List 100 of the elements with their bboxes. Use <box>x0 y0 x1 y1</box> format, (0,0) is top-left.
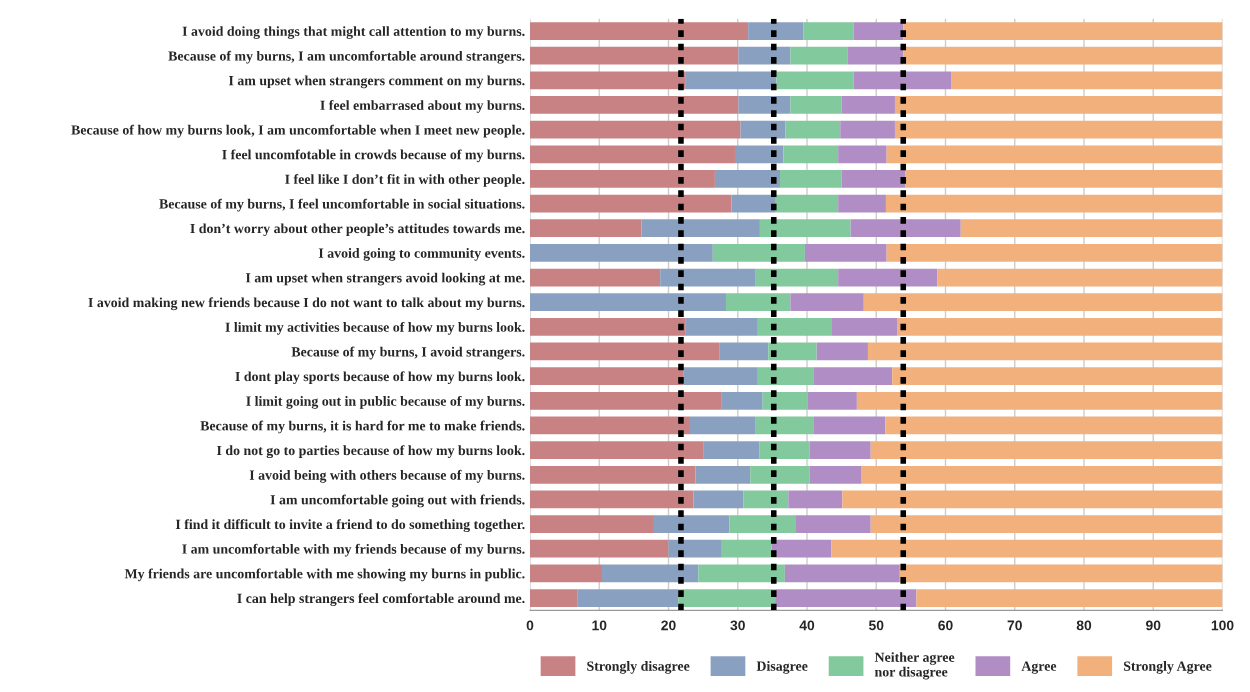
bar <box>899 564 1223 583</box>
bar <box>804 244 887 262</box>
bar <box>750 465 810 484</box>
bar <box>530 244 713 262</box>
bar <box>698 564 785 583</box>
x-tick-label: 70 <box>1007 620 1022 631</box>
bar <box>856 391 1223 410</box>
bar <box>838 145 887 164</box>
bar <box>886 244 1223 262</box>
bar <box>683 367 758 386</box>
y-tick-label: I avoid going to community events. <box>318 248 525 261</box>
bar <box>530 391 722 410</box>
bar <box>685 317 758 336</box>
bar <box>530 71 686 90</box>
bar <box>903 22 1223 40</box>
bar <box>951 71 1223 90</box>
bar <box>853 22 904 40</box>
y-tick-label: I avoid doing things that might call attention to my burns. <box>182 26 525 39</box>
bar <box>816 342 868 361</box>
bar <box>809 441 871 459</box>
bar <box>668 539 722 558</box>
bar <box>838 268 938 287</box>
legend-label: Agree <box>1021 661 1057 674</box>
y-tick-label: I feel embarrased about my burns. <box>320 100 525 113</box>
bar <box>743 490 789 509</box>
x-tick-label: 10 <box>592 620 607 631</box>
bar <box>762 391 808 410</box>
bar <box>602 564 699 583</box>
bar <box>530 465 696 484</box>
y-tick-label: I feel like I don’t fit in with other people. <box>285 174 525 187</box>
bar <box>530 22 749 40</box>
bar <box>530 342 720 361</box>
bar <box>653 515 730 533</box>
bar <box>779 170 842 188</box>
bar <box>840 120 895 139</box>
y-tick-label: I do not go to parties because of how my burns look. <box>216 445 525 459</box>
x-tick-label: 40 <box>799 620 815 631</box>
y-tick-label: I limit my activities because of how my burns look. <box>225 321 525 335</box>
bar <box>784 564 900 583</box>
bar <box>892 367 1223 386</box>
bar <box>530 194 732 213</box>
bar <box>530 96 739 114</box>
bar <box>725 293 791 312</box>
bar <box>886 145 1223 164</box>
y-tick-label: Because of my burns, it is hard for me to make friends. <box>200 420 525 434</box>
bar <box>738 96 791 114</box>
y-tick-label: Because of how my burns look, I am uncomfortable when I meet new people. <box>71 124 525 138</box>
bar <box>714 170 780 188</box>
bar <box>771 539 832 558</box>
bar <box>685 71 777 90</box>
bar <box>790 293 864 312</box>
bar <box>863 293 1223 312</box>
bar <box>530 145 735 164</box>
bar <box>738 46 791 65</box>
bar <box>530 515 654 533</box>
bar <box>729 515 796 533</box>
y-tick-label: I am upset when strangers avoid looking at me. <box>245 272 525 286</box>
bar <box>530 293 726 312</box>
bar <box>530 46 739 65</box>
bar <box>660 268 756 287</box>
bar <box>803 22 854 40</box>
bar <box>790 96 842 114</box>
bar <box>776 71 854 90</box>
bar <box>759 441 810 459</box>
bar <box>841 170 906 188</box>
y-tick-label: I don’t worry about other people’s attitudes towards me. <box>190 223 525 237</box>
bar <box>897 317 1223 336</box>
bar <box>885 416 1223 435</box>
bar <box>853 71 952 90</box>
bar <box>755 268 839 287</box>
x-tick-label: 20 <box>661 620 676 631</box>
bar <box>530 120 741 139</box>
legend-label: Disagree <box>756 661 808 674</box>
x-tick-label: 50 <box>868 620 884 631</box>
y-tick-label: I limit going out in public because of my burns. <box>246 395 525 409</box>
bar <box>937 268 1223 287</box>
bar <box>867 342 1223 361</box>
bar <box>731 194 776 213</box>
bar <box>530 170 715 188</box>
bar <box>850 219 961 238</box>
legend-label: Strongly disagree <box>587 661 690 674</box>
x-tick-label: 80 <box>1076 620 1092 631</box>
y-tick-label: Because of my burns, I avoid strangers. <box>291 346 525 360</box>
y-tick-label: Because of my burns, I am uncomfortable around strangers. <box>168 50 525 64</box>
bar <box>838 194 886 213</box>
bar <box>783 145 839 164</box>
bar <box>641 219 760 238</box>
bar <box>734 145 784 164</box>
x-tick-label: 90 <box>1146 620 1161 631</box>
bar <box>703 441 760 459</box>
y-tick-label: I am upset when strangers comment on my burns. <box>228 75 525 89</box>
bar <box>693 490 744 509</box>
bar <box>831 317 898 336</box>
bar <box>788 490 843 509</box>
bar <box>870 441 1223 459</box>
bar <box>721 539 772 558</box>
y-tick-label: I feel uncomfotable in crowds because of my burns. <box>222 149 525 163</box>
bar <box>695 465 751 484</box>
bar <box>530 490 694 509</box>
bar <box>719 342 769 361</box>
